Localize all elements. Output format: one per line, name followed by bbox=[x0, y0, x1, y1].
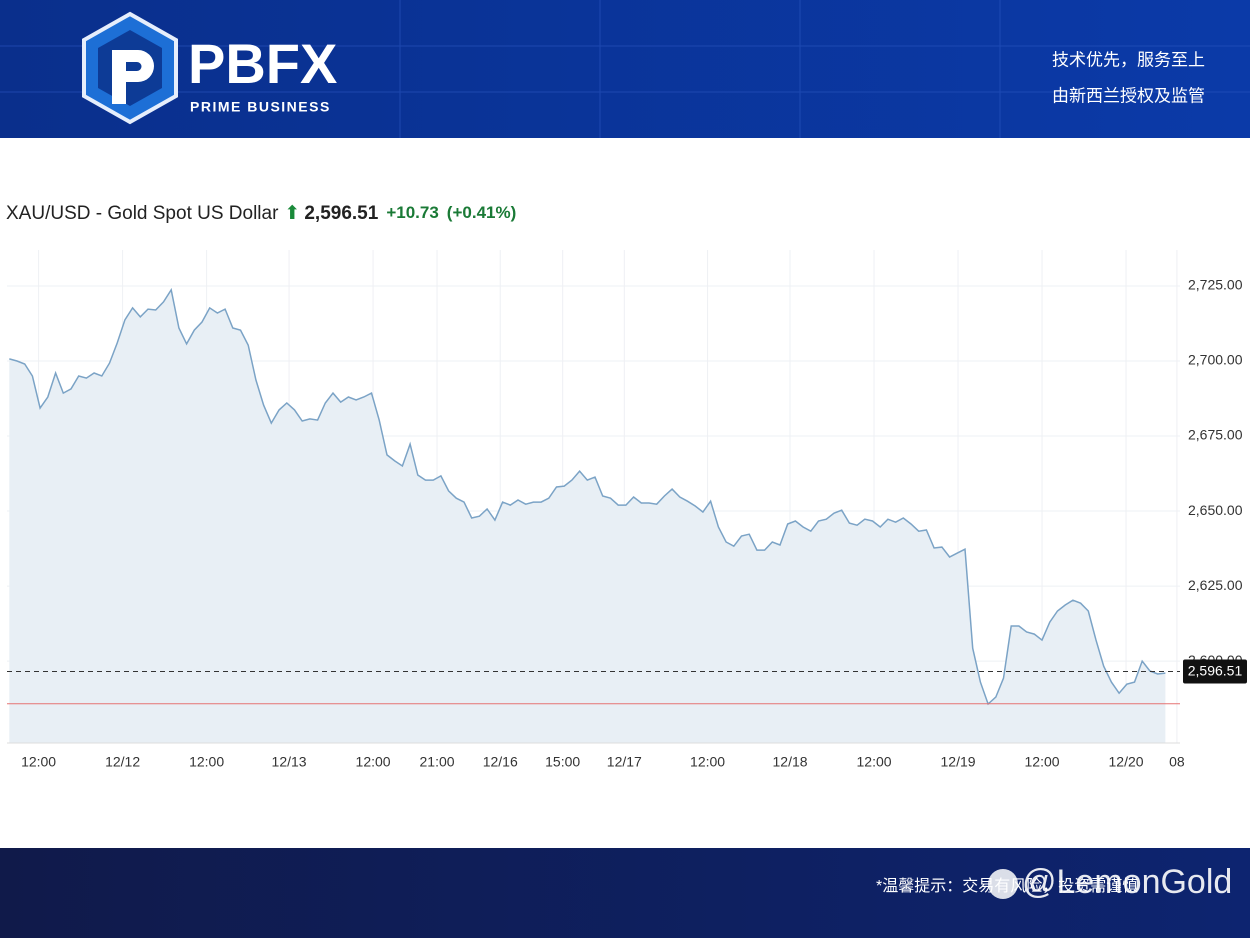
brand-tagline: PRIME BUSINESS bbox=[190, 99, 331, 115]
x-tick-label: 21:00 bbox=[420, 754, 455, 770]
change-pct: (+0.41%) bbox=[447, 203, 516, 222]
x-tick-label: 12/17 bbox=[607, 754, 642, 770]
brand: PBFX bbox=[188, 32, 337, 95]
header-band bbox=[0, 0, 1250, 138]
x-tick-label: 12:00 bbox=[1025, 754, 1060, 770]
slogan: 由新西兰授权及监管 bbox=[1052, 86, 1205, 105]
x-tick-label: 12/18 bbox=[773, 754, 808, 770]
y-tick-label: 2,625.00 bbox=[1188, 577, 1243, 593]
x-tick-label: 15:00 bbox=[545, 754, 580, 770]
x-tick-label: 12/12 bbox=[105, 754, 140, 770]
price-tag bbox=[1183, 659, 1247, 684]
footer-band bbox=[0, 848, 1250, 938]
chart-title-line: XAU/USD - Gold Spot US Dollar ⬆ 2,596.51 +1… bbox=[6, 203, 516, 224]
x-tick-label: 12:00 bbox=[189, 754, 224, 770]
x-tick-label: 12/13 bbox=[272, 754, 307, 770]
x-tick-label: 12:00 bbox=[690, 754, 725, 770]
last-price: 2,596.51 bbox=[304, 203, 378, 224]
x-tick-label: 12:00 bbox=[21, 754, 56, 770]
header-grid bbox=[0, 0, 1250, 138]
area bbox=[9, 289, 1166, 743]
plot: 12:00 12/12 12:00 12/13 12:00 21:00 12/16 15:00… bbox=[7, 250, 1247, 770]
watermark: @LemonGold bbox=[1022, 863, 1232, 901]
logo-icon bbox=[82, 11, 178, 125]
chart-title: XAU/USD - Gold Spot US Dollar bbox=[6, 203, 279, 224]
price-tag-label: 2,596.51 bbox=[1188, 662, 1243, 678]
y-tick-label: 2,675.00 bbox=[1188, 427, 1243, 443]
x-tick-label: 12/19 bbox=[941, 754, 976, 770]
line bbox=[9, 287, 1166, 706]
x-tick-label: 12:00 bbox=[857, 754, 892, 770]
facebook-icon bbox=[988, 869, 1018, 899]
x-tick-label: 12:00 bbox=[356, 754, 391, 770]
up-arrow: ⬆ bbox=[284, 203, 300, 224]
series-group bbox=[9, 287, 1166, 743]
y-tick-label: 2,700.00 bbox=[1188, 352, 1243, 368]
x-tick-label: 12/20 bbox=[1109, 754, 1144, 770]
slogan: 技术优先，服务至上 bbox=[1052, 50, 1205, 69]
x-tick-label: 08 bbox=[1169, 754, 1185, 770]
y-tick-label: 2,725.00 bbox=[1188, 277, 1243, 293]
change: +10.73 bbox=[386, 203, 438, 222]
x-tick-label: 12/16 bbox=[483, 754, 518, 770]
y-tick-label: 2,650.00 bbox=[1188, 502, 1243, 518]
